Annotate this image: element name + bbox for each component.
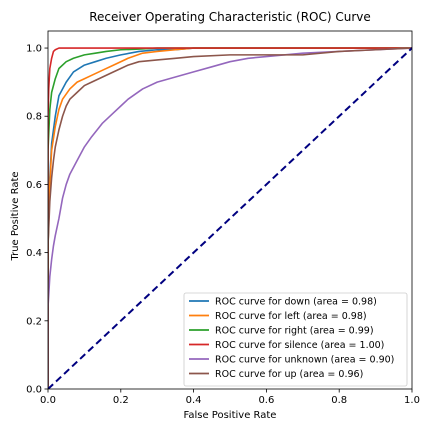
diagonal-reference-line xyxy=(48,47,412,389)
legend: ROC curve for down (area = 0.98) ROC curv… xyxy=(183,292,408,387)
roc-line-4 xyxy=(48,47,412,389)
legend-label: ROC curve for down (area = 0.98) xyxy=(215,297,377,308)
legend-label: ROC curve for unknown (area = 0.90) xyxy=(215,355,394,366)
chart-title: Receiver Operating Characteristic (ROC) … xyxy=(89,10,371,24)
legend-label: ROC curve for right (area = 0.99) xyxy=(215,326,374,337)
y-tick-label: 0.6 xyxy=(26,180,42,191)
x-tick-label: 0.6 xyxy=(258,395,274,406)
legend-label: ROC curve for silence (area = 1.00) xyxy=(215,340,384,351)
x-axis-ticks: 0.0 0.2 0.4 0.6 0.8 1.0 xyxy=(40,389,420,406)
legend-label: ROC curve for up (area = 0.96) xyxy=(215,369,363,380)
y-tick-label: 1.0 xyxy=(26,44,42,55)
x-tick-label: 1.0 xyxy=(404,395,420,406)
x-tick-label: 0.0 xyxy=(40,395,56,406)
x-tick-label: 0.2 xyxy=(113,395,129,406)
y-tick-label: 0.2 xyxy=(26,316,42,327)
plot-area xyxy=(47,30,413,390)
y-tick-label: 0.8 xyxy=(26,112,42,123)
y-axis-label: True Positive Rate xyxy=(10,171,21,261)
y-tick-label: 0.4 xyxy=(26,248,42,259)
legend-box xyxy=(183,292,408,387)
legend-label: ROC curve for left (area = 0.98) xyxy=(215,311,367,322)
y-tick-label: 0.0 xyxy=(26,385,42,396)
x-tick-label: 0.8 xyxy=(331,395,347,406)
y-axis-ticks: 0.0 0.2 0.4 0.6 0.8 1.0 xyxy=(26,44,48,396)
plot-frame xyxy=(47,30,413,390)
x-axis-label: False Positive Rate xyxy=(184,410,277,421)
x-tick-label: 0.4 xyxy=(186,395,202,406)
roc-line-5 xyxy=(48,47,412,389)
